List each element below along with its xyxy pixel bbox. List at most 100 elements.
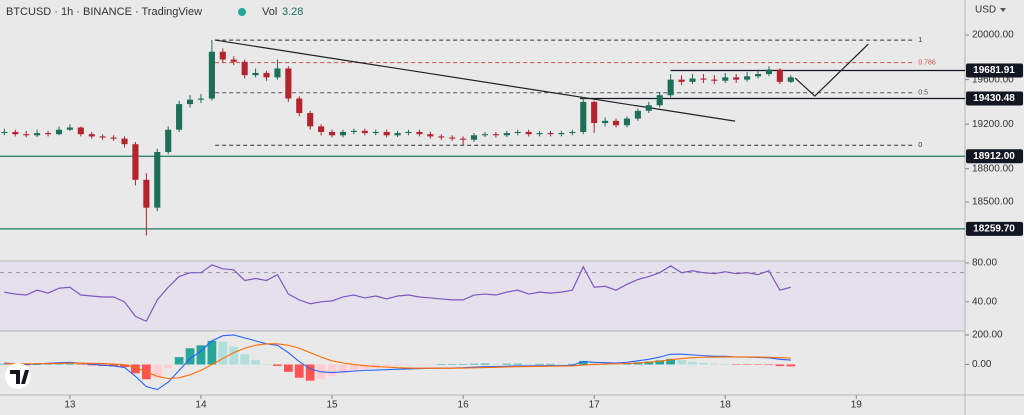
macd-histogram-bar: [152, 364, 162, 378]
macd-histogram-bar: [327, 364, 337, 377]
macd-histogram-bar: [709, 363, 719, 365]
logo: [5, 363, 31, 389]
macd-histogram-bar: [567, 363, 577, 365]
x-tick-label: 18: [720, 400, 732, 411]
macd-histogram-bar: [360, 364, 370, 370]
status-dot: [238, 8, 246, 16]
currency[interactable]: USD: [975, 5, 996, 16]
volume-label: Vol: [262, 6, 277, 18]
candle-body: [219, 51, 226, 60]
candle-body: [634, 110, 641, 119]
candle-body: [99, 136, 106, 138]
macd-histogram-bar: [349, 364, 359, 372]
candle-body: [722, 77, 729, 81]
macd-histogram-bar: [742, 364, 752, 365]
macd-histogram-bar: [764, 364, 774, 366]
y-tick-label: 40.00: [972, 296, 997, 307]
macd-histogram-bar: [0, 363, 9, 365]
candle-body: [711, 79, 718, 81]
candle-body: [503, 133, 510, 136]
macd-histogram-bar: [131, 364, 140, 374]
macd-histogram-bar: [65, 363, 75, 365]
x-tick-label: 17: [589, 400, 601, 411]
candle-body: [339, 131, 347, 136]
macd-histogram-bar: [775, 364, 785, 367]
price-level-box: [966, 149, 1023, 164]
logo-mark: [10, 370, 29, 384]
candle-body: [394, 133, 401, 136]
candle-body: [208, 51, 215, 99]
macd-histogram-bar: [447, 364, 457, 365]
y-tick-label: 18500.00: [972, 197, 1014, 208]
candle-body: [689, 78, 696, 82]
candle-body: [547, 133, 554, 135]
macd-histogram-bar: [524, 363, 534, 365]
macd-histogram-bar: [218, 341, 228, 365]
macd-histogram-bar: [382, 364, 392, 367]
fib-label: 0.786: [918, 59, 936, 66]
macd-histogram-bar: [589, 362, 599, 365]
x-tick-label: 14: [195, 400, 207, 411]
candle-body: [154, 151, 161, 208]
macd-histogram-bar: [644, 361, 654, 365]
candle-body: [88, 134, 95, 137]
macd-histogram-bar: [688, 361, 697, 365]
projection-path: [794, 43, 869, 97]
candle-body: [230, 59, 237, 62]
y-tick-label: 19600.00: [972, 74, 1014, 85]
macd-histogram-bar: [699, 362, 708, 365]
x-tick-label: 13: [64, 400, 76, 411]
macd-histogram-bar: [546, 363, 555, 365]
candle-body: [514, 131, 521, 134]
candle-body: [438, 136, 445, 138]
price-level-label: 18259.70: [973, 223, 1015, 234]
candle-body: [754, 74, 762, 77]
macd-histogram-bar: [273, 364, 282, 366]
macd-histogram-bar: [720, 363, 730, 365]
candle-body: [591, 101, 598, 124]
price-level-label: 18912.00: [973, 151, 1015, 162]
price-level-box: [966, 91, 1023, 106]
macd-histogram-bar: [415, 364, 424, 365]
macd-histogram-bar: [54, 363, 64, 365]
candle-body: [143, 179, 150, 208]
macd-histogram-bar: [262, 364, 271, 365]
candle-body: [569, 131, 576, 134]
macd-histogram-bar: [229, 346, 239, 365]
candle-body: [787, 77, 794, 82]
rsi-line: [4, 264, 791, 323]
signal-line: [4, 343, 791, 380]
macd-histogram-bar: [436, 364, 446, 365]
candle-body: [121, 138, 128, 145]
candle-body: [263, 72, 270, 78]
candle-body: [623, 118, 631, 126]
macd-histogram-bar: [174, 357, 184, 365]
chart-title: BTCUSD · 1h · BINANCE · TradingView: [6, 6, 202, 18]
candle-body: [372, 131, 379, 134]
macd-histogram-bar: [502, 363, 512, 365]
candle-body: [285, 68, 292, 99]
candle-body: [132, 144, 139, 180]
candle-body: [197, 98, 205, 100]
macd-histogram-bar: [196, 345, 206, 365]
candle-body: [765, 69, 772, 75]
candle-body: [449, 137, 456, 139]
candle-body: [23, 134, 30, 136]
candle-body: [776, 69, 783, 82]
y-tick-label: 20000.00: [972, 30, 1014, 41]
macd-histogram-bar: [753, 364, 763, 365]
candle-body: [1, 131, 8, 134]
candle-body: [307, 113, 314, 127]
candle-body: [536, 133, 543, 135]
fib-label: 0.5: [918, 90, 928, 97]
macd-histogram-bar: [240, 354, 250, 365]
candle-body: [525, 131, 532, 135]
candle-body: [241, 61, 248, 76]
currency-dropdown[interactable]: [1000, 8, 1006, 12]
macd-histogram-bar: [163, 364, 173, 369]
candle-body: [667, 79, 674, 96]
x-tick-label: 15: [326, 400, 338, 411]
candle-body: [558, 133, 565, 135]
macd-histogram-bar: [185, 348, 195, 365]
